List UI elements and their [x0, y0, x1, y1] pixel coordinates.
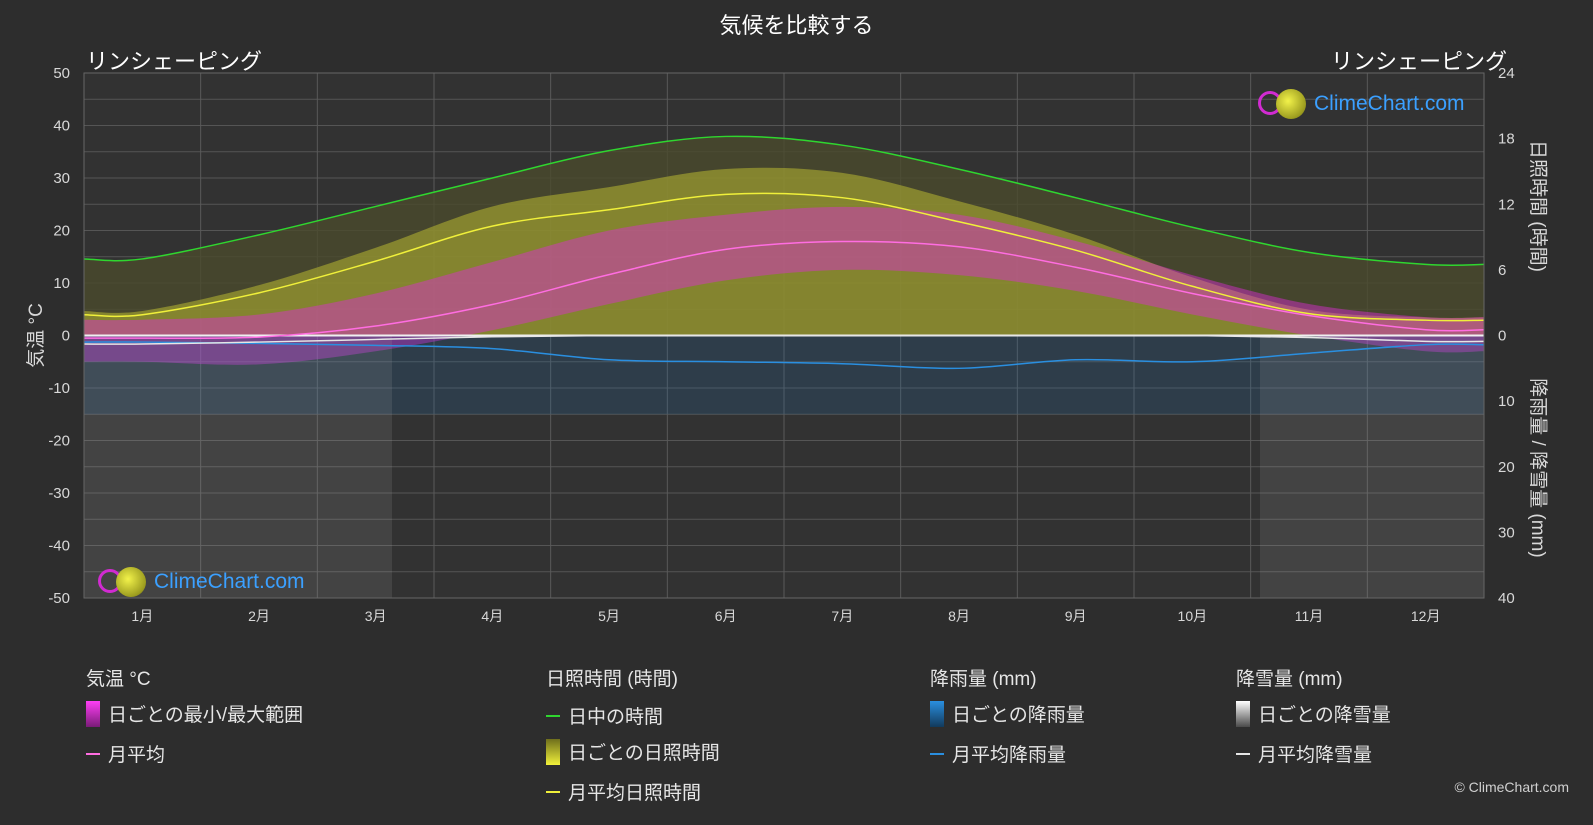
x-tick-label: 8月 [948, 608, 970, 624]
climechart-logo-icon [1256, 88, 1310, 120]
sunshine-daily-swatch [546, 738, 560, 765]
y-left-tick-label: 40 [53, 118, 70, 135]
y-left-tick-label: -40 [48, 538, 70, 555]
x-tick-label: 11月 [1295, 608, 1324, 624]
legend-item-snow-avg: 月平均降雪量 [1236, 740, 1372, 767]
legend-label: 月平均日照時間 [568, 783, 702, 804]
y-left-tick-label: -30 [48, 485, 70, 502]
x-tick-label: 5月 [598, 608, 620, 624]
legend-heading-sunshine: 日照時間 (時間) [546, 669, 678, 690]
y-right-top-axis-title: 日照時間 (時間) [1527, 140, 1549, 272]
sunshine-avg-line [83, 192, 1485, 322]
legend-label: 日ごとの日照時間 [568, 743, 720, 764]
copyright: © ClimeChart.com [1454, 779, 1569, 795]
x-tick-label: 3月 [365, 608, 387, 624]
y-left-tick-label: -10 [48, 380, 70, 397]
x-tick-label: 4月 [481, 608, 503, 624]
legend-item-temp-range: 日ごとの最小/最大範囲 [86, 700, 303, 727]
y-left-axis-title: 気温 °C [25, 303, 47, 368]
y-right-mm-tick-label: 40 [1498, 590, 1515, 607]
climate-chart: 50 40 30 20 10 0 -10 -20 -30 -40 -50 24 18 12 6 0 10 20 30… [25, 65, 1549, 624]
legend-label: 月平均降雨量 [952, 745, 1067, 766]
x-tick-label: 1月 [131, 608, 153, 624]
legend-label: 日ごとの降雨量 [952, 705, 1085, 726]
y-right-mm-tick-label: 20 [1498, 459, 1515, 476]
rain-daily-swatch [930, 700, 944, 727]
temp-range-band [84, 206, 1484, 365]
y-right-hours-tick-label: 24 [1498, 65, 1515, 82]
legend-item-sunshine-avg: 月平均日照時間 [546, 778, 701, 805]
rain-band [84, 335, 1484, 415]
sunshine-band [84, 167, 1484, 336]
legend-item-rain-daily: 日ごとの降雨量 [930, 700, 1085, 727]
y-right-mm-tick-label: 30 [1498, 524, 1515, 541]
y-right-hours-tick-label: 0 [1498, 328, 1506, 345]
snow-avg-swatch [1236, 752, 1250, 755]
logo-text: ClimeChart.com [1314, 92, 1465, 115]
snow-band-winter-end [1260, 335, 1484, 598]
legend-label: 月平均 [108, 745, 166, 766]
rain-avg-line [83, 341, 1485, 370]
location-right: リンシェーピング [1330, 49, 1507, 74]
legend-label: 月平均降雪量 [1258, 745, 1373, 766]
x-tick-label: 12月 [1411, 608, 1441, 624]
y-right-hours-tick-label: 12 [1498, 196, 1515, 213]
x-tick-label: 10月 [1178, 608, 1208, 624]
legend-label: 日ごとの最小/最大範囲 [108, 705, 304, 726]
daylight-line [83, 135, 1485, 267]
y-right-hours-tick-label: 18 [1498, 131, 1515, 148]
logo-top-right[interactable]: ClimeChart.com [1256, 88, 1465, 120]
logo-text: ClimeChart.com [154, 570, 305, 593]
rain-avg-swatch [930, 752, 944, 755]
x-tick-label: 7月 [831, 608, 853, 624]
x-tick-label: 6月 [715, 608, 737, 624]
logo-bottom-left[interactable]: ClimeChart.com [96, 566, 305, 598]
legend-item-snow-daily: 日ごとの降雪量 [1236, 700, 1391, 727]
x-tick-label: 9月 [1065, 608, 1087, 624]
y-left-tick-label: 10 [53, 275, 70, 292]
y-left-tick-label: 0 [62, 328, 70, 345]
y-right-hours-tick-label: 6 [1498, 262, 1506, 279]
temp-avg-swatch [86, 752, 100, 755]
chart-title: 気候を比較する [719, 13, 874, 38]
temp-range-swatch [86, 700, 100, 727]
snow-band-winter-start [84, 335, 392, 598]
daylight-swatch [546, 714, 560, 717]
y-left-tick-label: 30 [53, 170, 70, 187]
sunshine-avg-swatch [546, 790, 560, 793]
y-right-mm-tick-label: 10 [1498, 393, 1515, 410]
x-tick-label: 2月 [248, 608, 270, 624]
snow-avg-line [83, 334, 1485, 345]
legend-item-daylight: 日中の時間 [546, 702, 663, 729]
y-left-tick-label: -20 [48, 433, 70, 450]
legend-label: 日中の時間 [568, 707, 664, 728]
legend-label: 日ごとの降雪量 [1258, 705, 1391, 726]
legend-heading-temperature: 気温 °C [86, 669, 151, 690]
legend-heading-rain: 降雨量 (mm) [930, 669, 1037, 690]
legend-heading-snow: 降雪量 (mm) [1236, 669, 1343, 690]
legend-item-sunshine-daily: 日ごとの日照時間 [546, 738, 720, 765]
y-left-tick-label: 50 [53, 65, 70, 82]
y-left-tick-label: -50 [48, 590, 70, 607]
legend-item-rain-avg: 月平均降雨量 [930, 740, 1066, 767]
climechart-logo-icon [96, 566, 150, 598]
y-right-bottom-axis-title: 降雨量 / 降雪量 (mm) [1527, 378, 1549, 557]
legend-item-temp-avg: 月平均 [86, 740, 165, 767]
temp-avg-line [83, 240, 1485, 340]
plot-frame [83, 72, 1485, 599]
location-left: リンシェーピング [86, 49, 263, 74]
snow-daily-swatch [1236, 700, 1250, 727]
y-left-tick-label: 20 [53, 223, 70, 240]
